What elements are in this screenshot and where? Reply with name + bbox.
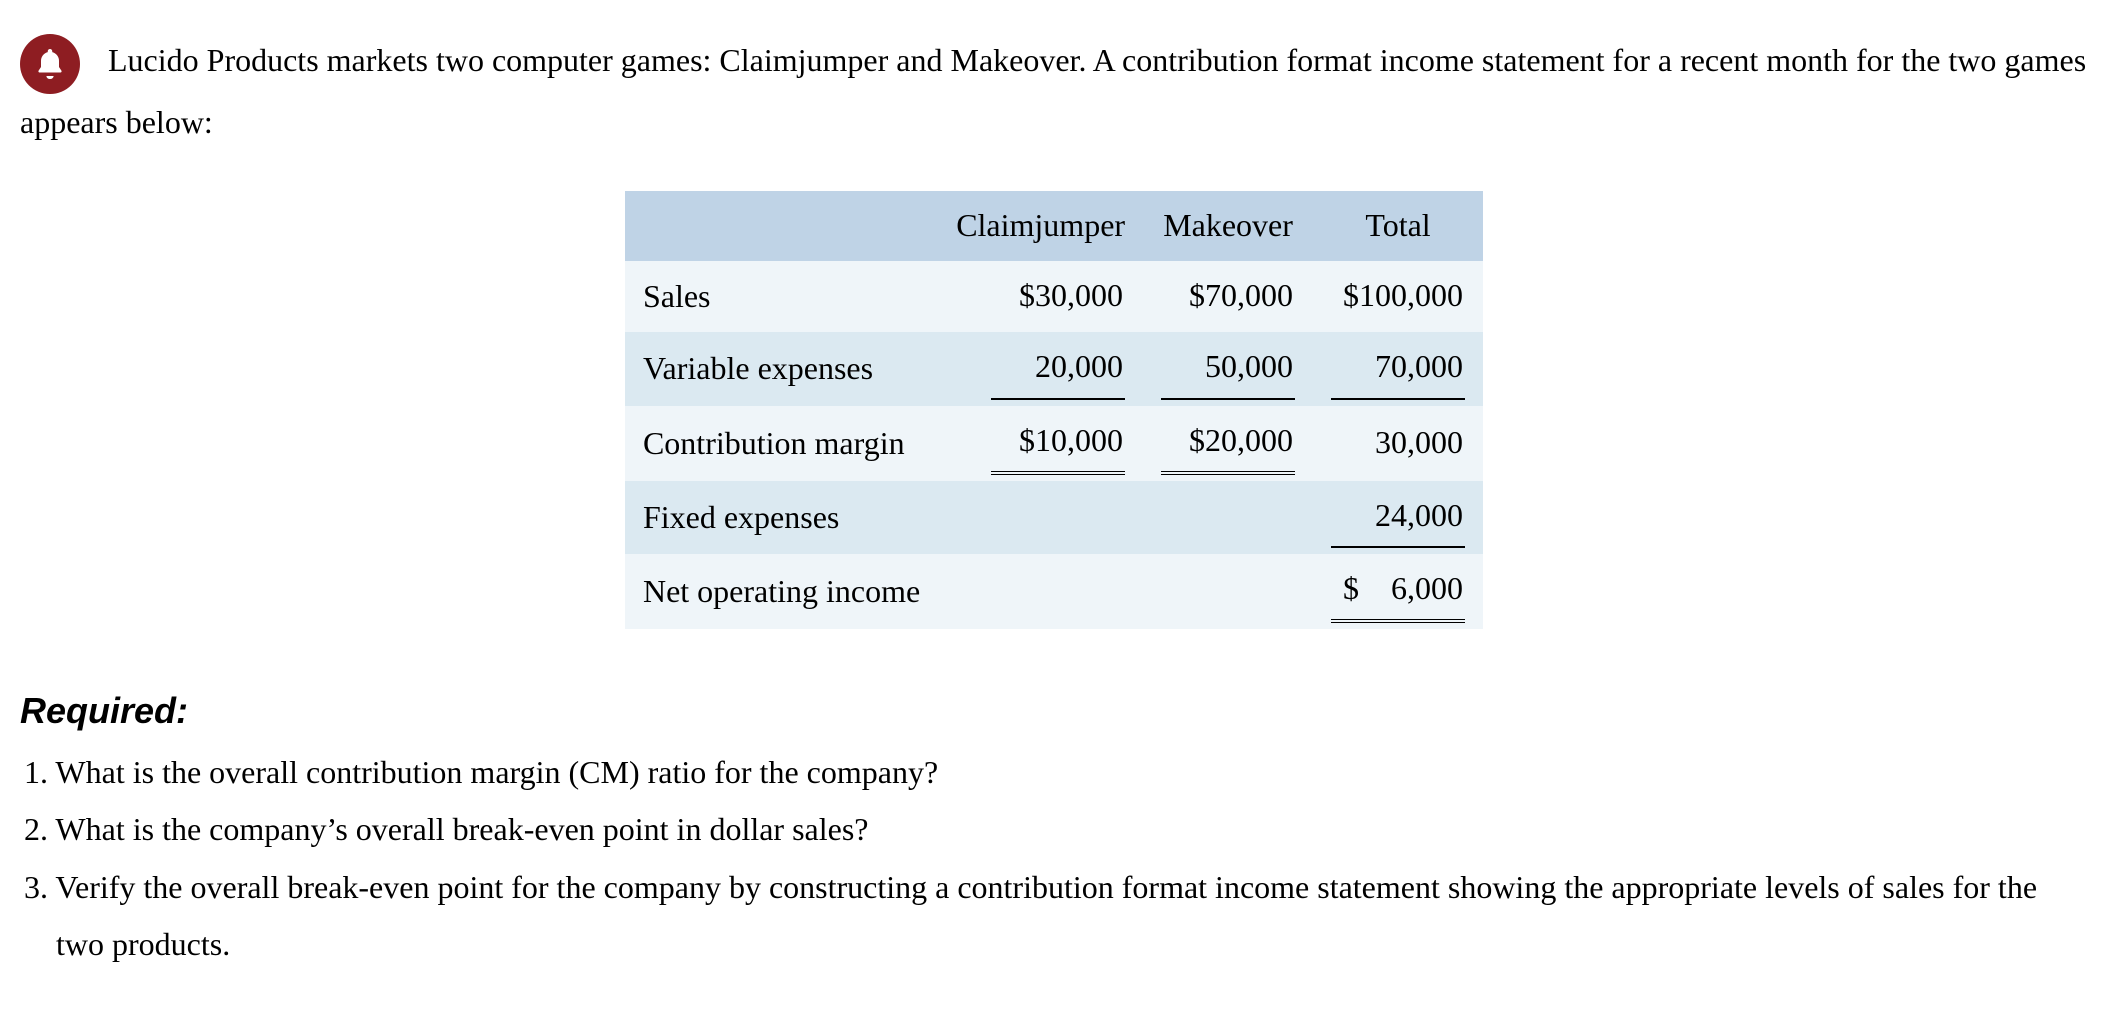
income-table-wrap: Claimjumper Makeover Total Sales$30,000$… xyxy=(20,191,2088,629)
row-label: Net operating income xyxy=(625,554,938,629)
col-makeover: Makeover xyxy=(1143,191,1313,261)
cell-value: $20,000 xyxy=(1143,406,1313,481)
question-1: 1. What is the overall contribution marg… xyxy=(20,744,2088,802)
cell-value: 30,000 xyxy=(1313,406,1483,481)
table-body: Sales$30,000$70,000$100,000Variable expe… xyxy=(625,261,1483,629)
cell-value: $70,000 xyxy=(1143,261,1313,333)
cell-value: $10,000 xyxy=(938,406,1143,481)
cell-value xyxy=(1143,481,1313,555)
income-statement-table: Claimjumper Makeover Total Sales$30,000$… xyxy=(625,191,1483,629)
table-row: Fixed expenses 24,000 xyxy=(625,481,1483,555)
cell-value: 24,000 xyxy=(1313,481,1483,555)
row-label: Sales xyxy=(625,261,938,333)
row-label: Contribution margin xyxy=(625,406,938,481)
row-label: Fixed expenses xyxy=(625,481,938,555)
cell-value: $ 6,000 xyxy=(1313,554,1483,629)
bell-icon-wrap xyxy=(20,34,80,94)
table-row: Variable expenses20,00050,00070,000 xyxy=(625,332,1483,406)
row-label: Variable expenses xyxy=(625,332,938,406)
page-root: Lucido Products markets two computer gam… xyxy=(0,32,2108,1014)
table-row: Net operating income $ 6,000 xyxy=(625,554,1483,629)
cell-value: $100,000 xyxy=(1313,261,1483,333)
col-blank xyxy=(625,191,938,261)
bell-icon xyxy=(20,34,80,94)
intro-text: Lucido Products markets two computer gam… xyxy=(20,42,2086,140)
cell-value: 70,000 xyxy=(1313,332,1483,406)
cell-value: 20,000 xyxy=(938,332,1143,406)
question-2: 2. What is the company’s overall break-e… xyxy=(20,801,2088,859)
col-claimjumper: Claimjumper xyxy=(938,191,1143,261)
cell-value: $30,000 xyxy=(938,261,1143,333)
required-heading: Required: xyxy=(20,679,2088,744)
col-total: Total xyxy=(1313,191,1483,261)
intro-paragraph: Lucido Products markets two computer gam… xyxy=(20,32,2088,151)
cell-value xyxy=(938,481,1143,555)
cell-value xyxy=(1143,554,1313,629)
table-row: Contribution margin$10,000$20,00030,000 xyxy=(625,406,1483,481)
cell-value xyxy=(938,554,1143,629)
question-3: 3. Verify the overall break-even point f… xyxy=(20,859,2088,974)
table-row: Sales$30,000$70,000$100,000 xyxy=(625,261,1483,333)
cell-value: 50,000 xyxy=(1143,332,1313,406)
table-head: Claimjumper Makeover Total xyxy=(625,191,1483,261)
